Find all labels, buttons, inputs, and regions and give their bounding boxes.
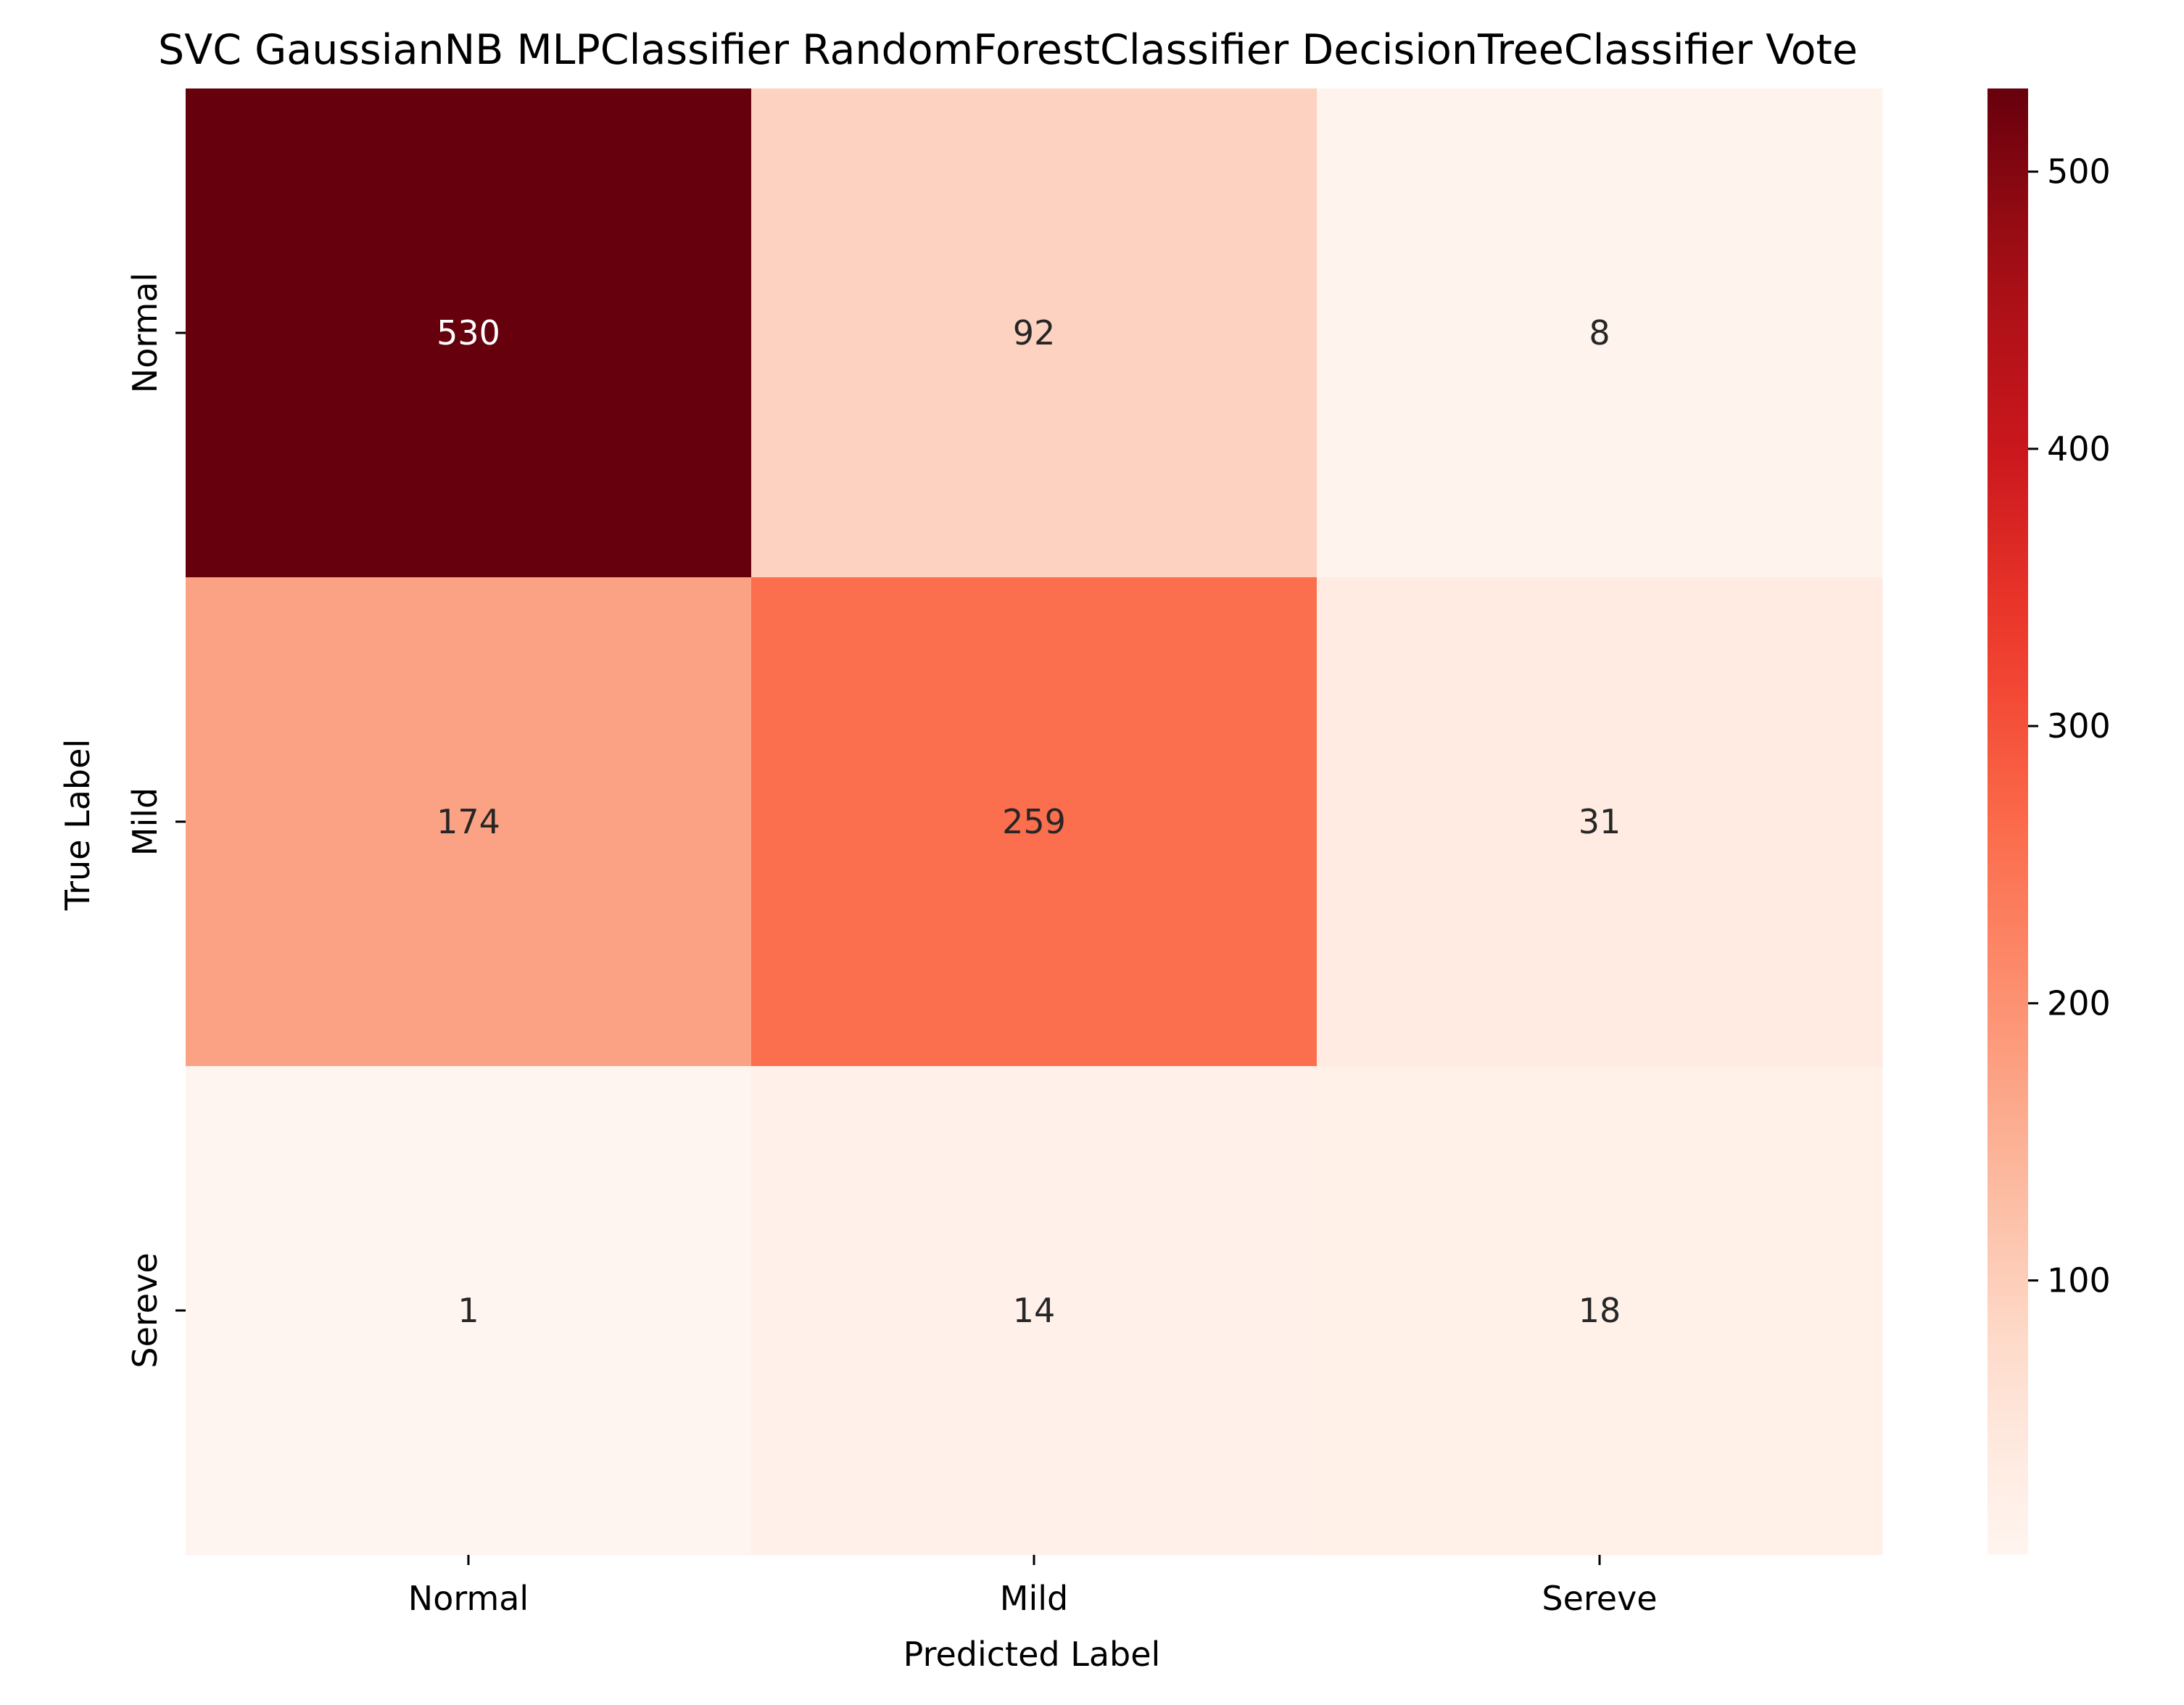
colorbar-tick-label-4: 500 [2047,152,2111,191]
x-tick-label-1: Mild [1000,1579,1068,1618]
heatmap-cell-0-2 [1317,88,1883,578]
colorbar-tick-label-1: 200 [2047,983,2111,1023]
heatmap-cell-2-2 [1317,1066,1883,1556]
cell-value-label-1-1: 259 [1002,802,1066,841]
heatmap-cell-1-1 [751,577,1318,1067]
cell-value-label-1-2: 31 [1579,802,1621,841]
x-axis-label: Predicted Label [903,1635,1161,1674]
heatmap-cell-2-0 [186,1066,752,1556]
heatmap-cell-2-1 [751,1066,1318,1556]
y-axis-ticks: Normal Mild Sereve [125,273,186,1368]
heatmap-cell-1-0 [186,577,752,1067]
cell-value-label-2-1: 14 [1013,1291,1056,1330]
cell-value-label-2-2: 18 [1579,1291,1621,1330]
cell-value-label-0-0: 530 [437,313,500,352]
x-tick-label-0: Normal [408,1579,529,1618]
heatmap-cell-0-1 [751,88,1318,578]
x-axis-ticks: Normal Mild Sereve [408,1555,1658,1618]
colorbar-tick-label-0: 100 [2047,1261,2111,1300]
x-tick-label-2: Sereve [1542,1579,1657,1618]
cell-value-label-0-2: 8 [1589,313,1610,352]
colorbar-ticks: 100 200 300 400 500 [2028,152,2111,1300]
colorbar [1987,88,2028,1555]
y-tick-label-0: Normal [125,273,165,393]
heatmap-cells [186,88,1883,1556]
colorbar-tick-label-3: 400 [2047,429,2111,468]
heatmap-cell-0-0 [186,88,752,578]
cell-value-label-0-1: 92 [1013,313,1056,352]
heatmap-cell-1-2 [1317,577,1883,1067]
cell-value-label-1-0: 174 [437,802,500,841]
cell-value-label-2-0: 1 [458,1291,479,1330]
colorbar-tick-label-2: 300 [2047,706,2111,746]
heatmap-cell-labels: 530 92 8 174 259 31 1 14 18 [437,313,1621,1330]
y-tick-label-1: Mild [125,788,165,856]
y-axis-label: True Label [58,739,97,911]
y-tick-label-2: Sereve [125,1252,165,1368]
chart-title: SVC GaussianNB MLPClassifier RandomFores… [158,26,1858,74]
